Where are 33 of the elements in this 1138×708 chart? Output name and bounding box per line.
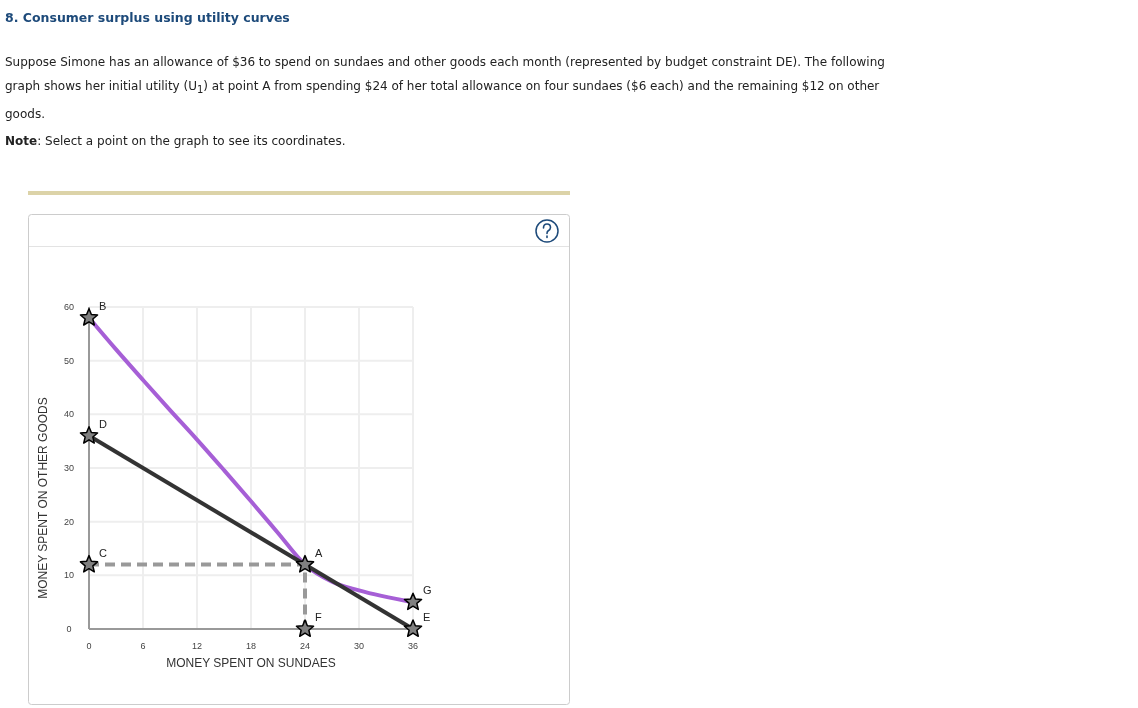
point (79, 307, 99, 326)
chart-title: 8. Consumer surplus using utility curves (5, 10, 290, 25)
text: Note: Select a point on the graph to see its coordinates. (5, 134, 346, 148)
point (295, 619, 315, 638)
x-tick-label: 6 (140, 641, 146, 651)
y-tick-label: 10 (63, 570, 75, 581)
point (295, 554, 315, 573)
x-tick-label: 18 (245, 641, 257, 651)
y-tick-label: 40 (63, 409, 75, 420)
point (403, 619, 423, 638)
y-tick-label: 30 (63, 463, 75, 473)
point (79, 554, 99, 573)
annotation: F (315, 611, 322, 623)
y-tick-label: 20 (63, 516, 75, 527)
x-tick-label: 30 (353, 641, 365, 651)
x-tick-label: 0 (86, 641, 92, 651)
annotation: E (423, 611, 431, 623)
x-tick-label: 12 (191, 641, 203, 651)
y-tick-label: 0 (66, 624, 72, 634)
y-axis-title: MONEY SPENT ON OTHER GOODS (36, 397, 50, 599)
y-tick-label: 50 (63, 355, 75, 366)
text: Suppose Simone has an allowance of $36 to spend on sundaes and other goods each month (represented by budget constraint DE). The following graph shows her initial utility (U$_{1}$) at point A from spending $24 of her total allowance on four sundaes ($6 each) and the remaining $12 on other goods. (5, 55, 885, 122)
y-tick-label: 60 (63, 302, 75, 312)
x-axis-title: MONEY SPENT ON SUNDAES (166, 656, 336, 670)
point (403, 592, 423, 611)
annotation: G (423, 584, 432, 597)
annotation: A (315, 546, 323, 559)
x-tick-label: 24 (299, 641, 311, 651)
annotation: C (99, 546, 107, 559)
x-tick-label: 36 (407, 641, 419, 651)
annotation: B (99, 299, 107, 312)
annotation: D (99, 417, 107, 430)
point (79, 426, 99, 444)
